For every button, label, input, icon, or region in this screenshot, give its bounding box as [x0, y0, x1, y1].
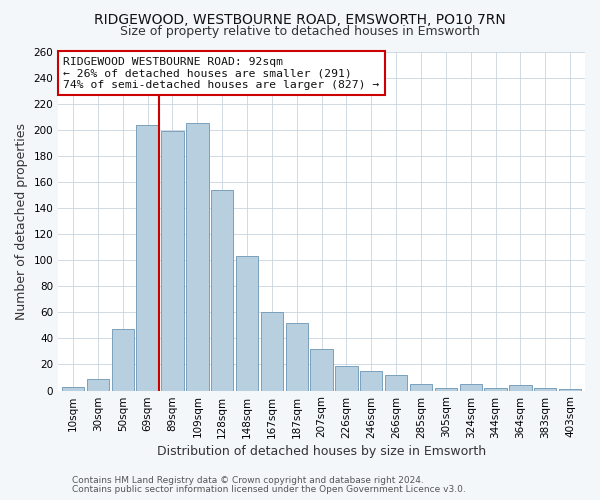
Bar	[534, 388, 556, 390]
Bar	[385, 375, 407, 390]
Bar	[260, 312, 283, 390]
Bar	[112, 330, 134, 390]
Bar	[186, 123, 209, 390]
Bar	[434, 388, 457, 390]
Bar	[161, 131, 184, 390]
Bar	[87, 379, 109, 390]
Bar	[236, 256, 258, 390]
Bar	[509, 386, 532, 390]
Bar	[310, 349, 333, 391]
Bar	[410, 384, 432, 390]
Bar	[211, 190, 233, 390]
Bar	[62, 386, 84, 390]
Text: Contains public sector information licensed under the Open Government Licence v3: Contains public sector information licen…	[72, 484, 466, 494]
Y-axis label: Number of detached properties: Number of detached properties	[15, 122, 28, 320]
Bar	[360, 371, 382, 390]
Bar	[286, 323, 308, 390]
Text: Contains HM Land Registry data © Crown copyright and database right 2024.: Contains HM Land Registry data © Crown c…	[72, 476, 424, 485]
X-axis label: Distribution of detached houses by size in Emsworth: Distribution of detached houses by size …	[157, 444, 486, 458]
Text: Size of property relative to detached houses in Emsworth: Size of property relative to detached ho…	[120, 25, 480, 38]
Text: RIDGEWOOD, WESTBOURNE ROAD, EMSWORTH, PO10 7RN: RIDGEWOOD, WESTBOURNE ROAD, EMSWORTH, PO…	[94, 12, 506, 26]
Bar	[484, 388, 507, 390]
Bar	[460, 384, 482, 390]
Text: RIDGEWOOD WESTBOURNE ROAD: 92sqm
← 26% of detached houses are smaller (291)
74% : RIDGEWOOD WESTBOURNE ROAD: 92sqm ← 26% o…	[64, 56, 380, 90]
Bar	[136, 124, 159, 390]
Bar	[335, 366, 358, 390]
